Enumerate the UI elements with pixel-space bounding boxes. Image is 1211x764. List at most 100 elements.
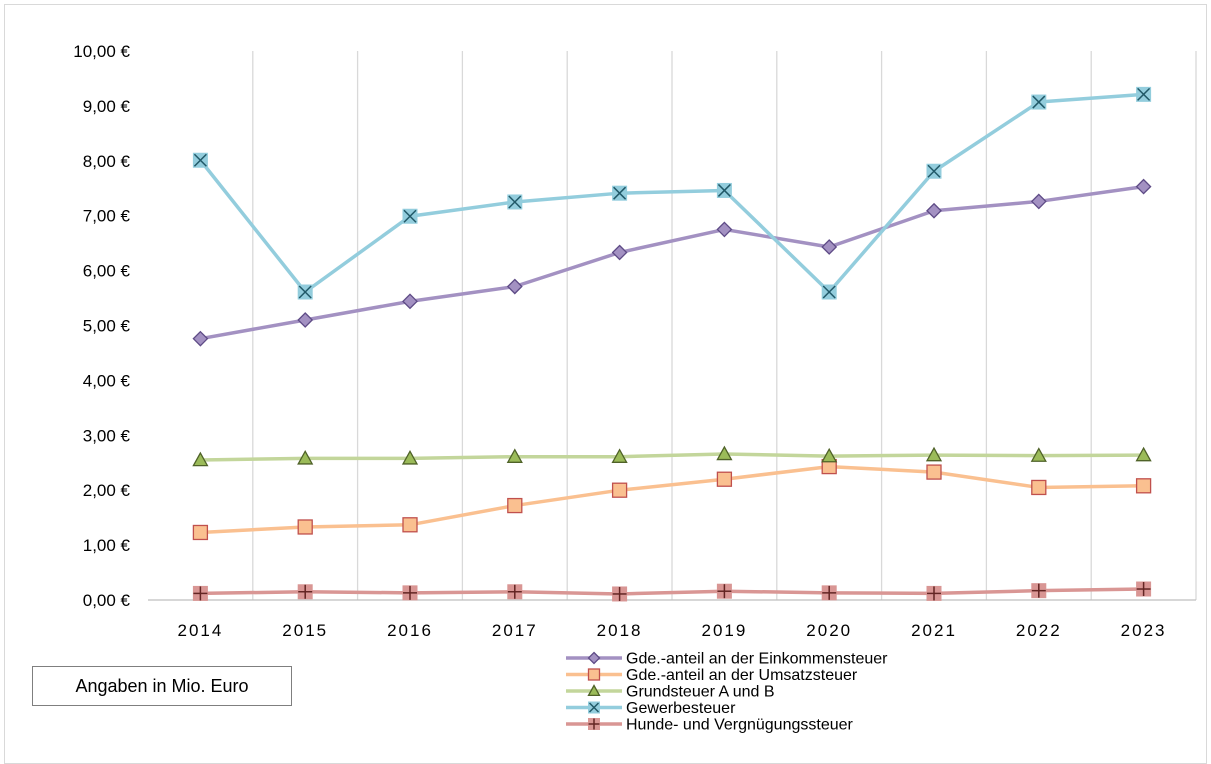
x-tick-label: 2019 xyxy=(701,621,747,640)
legend-item: Gde.-anteil an der Einkommensteuer xyxy=(566,651,888,668)
legend-label: Grundsteuer A und B xyxy=(626,684,775,701)
data-point-cross xyxy=(508,195,522,209)
x-tick-label: 2016 xyxy=(387,621,433,640)
x-tick-label: 2015 xyxy=(282,621,328,640)
y-tick-label: 7,00 € xyxy=(83,207,131,226)
series-1 xyxy=(192,458,1152,541)
y-tick-label: 9,00 € xyxy=(83,97,131,116)
units-note-text: Angaben in Mio. Euro xyxy=(75,675,249,696)
data-point-cross xyxy=(1032,95,1046,109)
series-layer xyxy=(192,86,1152,602)
legend-item: Gde.-anteil an der Umsatzsteuer xyxy=(566,667,858,684)
data-point xyxy=(926,163,942,179)
data-point xyxy=(1031,583,1047,599)
grid-lines xyxy=(252,51,1197,600)
data-point xyxy=(612,586,628,602)
data-point-cross xyxy=(1137,87,1151,101)
data-point xyxy=(192,451,209,467)
data-point-cross xyxy=(403,209,417,223)
y-tick-label: 10,00 € xyxy=(73,42,130,61)
data-point xyxy=(926,202,942,219)
data-point xyxy=(402,585,418,601)
x-tick-label: 2014 xyxy=(177,621,223,640)
x-tick-label: 2018 xyxy=(597,621,643,640)
data-point xyxy=(611,482,628,498)
data-point xyxy=(506,278,523,295)
data-point-cross xyxy=(613,186,627,200)
series-line xyxy=(200,464,1144,535)
data-point xyxy=(588,718,600,730)
y-tick-label: 3,00 € xyxy=(83,426,131,445)
data-point xyxy=(1136,581,1152,597)
series-3 xyxy=(192,86,1152,300)
data-point xyxy=(1136,86,1152,102)
legend-item: Gewerbesteuer xyxy=(566,700,736,717)
data-point xyxy=(926,464,942,480)
x-tick-label: 2021 xyxy=(911,621,957,640)
data-point xyxy=(402,208,418,224)
units-note: Angaben in Mio. Euro xyxy=(32,666,292,706)
x-tick-label: 2023 xyxy=(1121,621,1167,640)
data-point-cross xyxy=(588,702,600,713)
series-line xyxy=(199,92,1144,294)
data-point xyxy=(192,330,209,347)
series-line xyxy=(200,587,1144,596)
data-point-cross xyxy=(822,285,836,299)
data-point xyxy=(297,519,313,535)
y-tick-label: 2,00 € xyxy=(83,481,131,500)
data-point xyxy=(1031,94,1047,110)
legend: Gde.-anteil an der EinkommensteuerGde.-a… xyxy=(566,651,888,734)
series-4 xyxy=(192,581,1152,602)
data-point xyxy=(821,585,837,601)
data-point xyxy=(402,293,418,310)
data-point xyxy=(192,152,208,168)
data-point xyxy=(821,447,838,463)
data-point xyxy=(1135,446,1152,462)
x-tick-label: 2022 xyxy=(1016,621,1062,640)
data-point xyxy=(297,450,314,465)
data-point xyxy=(587,651,601,665)
axes: 0,00 € 1,00 € 2,00 € 3,00 € 4,00 € 5,00 € 6,00… xyxy=(73,42,1196,640)
series-0 xyxy=(192,178,1152,347)
legend-item: Hunde- und Vergnügungssteuer xyxy=(566,717,854,734)
data-point xyxy=(192,524,209,541)
data-point xyxy=(507,194,523,210)
data-point xyxy=(611,244,628,261)
data-point xyxy=(507,497,523,514)
data-point xyxy=(587,668,601,681)
data-point xyxy=(1135,178,1152,195)
legend-label: Gewerbesteuer xyxy=(626,700,736,717)
data-point xyxy=(507,584,523,600)
data-point xyxy=(716,182,732,198)
x-tick-label: 2020 xyxy=(806,621,852,640)
data-point xyxy=(821,284,837,300)
data-point xyxy=(821,239,838,255)
data-point-cross xyxy=(927,164,941,178)
y-tick-label: 6,00 € xyxy=(83,262,131,281)
data-point xyxy=(716,471,733,487)
series-line xyxy=(200,184,1144,341)
legend-label: Hunde- und Vergnügungssteuer xyxy=(626,717,854,734)
y-tick-label: 0,00 € xyxy=(83,591,131,610)
y-tick-label: 8,00 € xyxy=(83,152,131,171)
data-point xyxy=(612,185,628,201)
data-point xyxy=(401,450,419,465)
data-point-cross xyxy=(298,285,312,299)
data-point xyxy=(926,585,942,601)
data-point xyxy=(588,701,600,714)
data-point-cross xyxy=(717,183,731,197)
data-point xyxy=(716,583,732,599)
data-point xyxy=(506,448,523,463)
data-point-cross xyxy=(193,153,207,167)
data-point xyxy=(925,446,943,462)
data-point xyxy=(1030,447,1047,462)
y-tick-label: 1,00 € xyxy=(83,536,131,555)
data-point xyxy=(1135,478,1152,494)
data-point xyxy=(716,221,733,238)
y-tick-label: 4,00 € xyxy=(83,371,131,390)
legend-label: Gde.-anteil an der Einkommensteuer xyxy=(626,651,888,668)
legend-item: Grundsteuer A und B xyxy=(566,684,775,701)
data-point xyxy=(716,445,733,461)
data-point xyxy=(1030,193,1047,210)
data-point xyxy=(297,284,313,300)
